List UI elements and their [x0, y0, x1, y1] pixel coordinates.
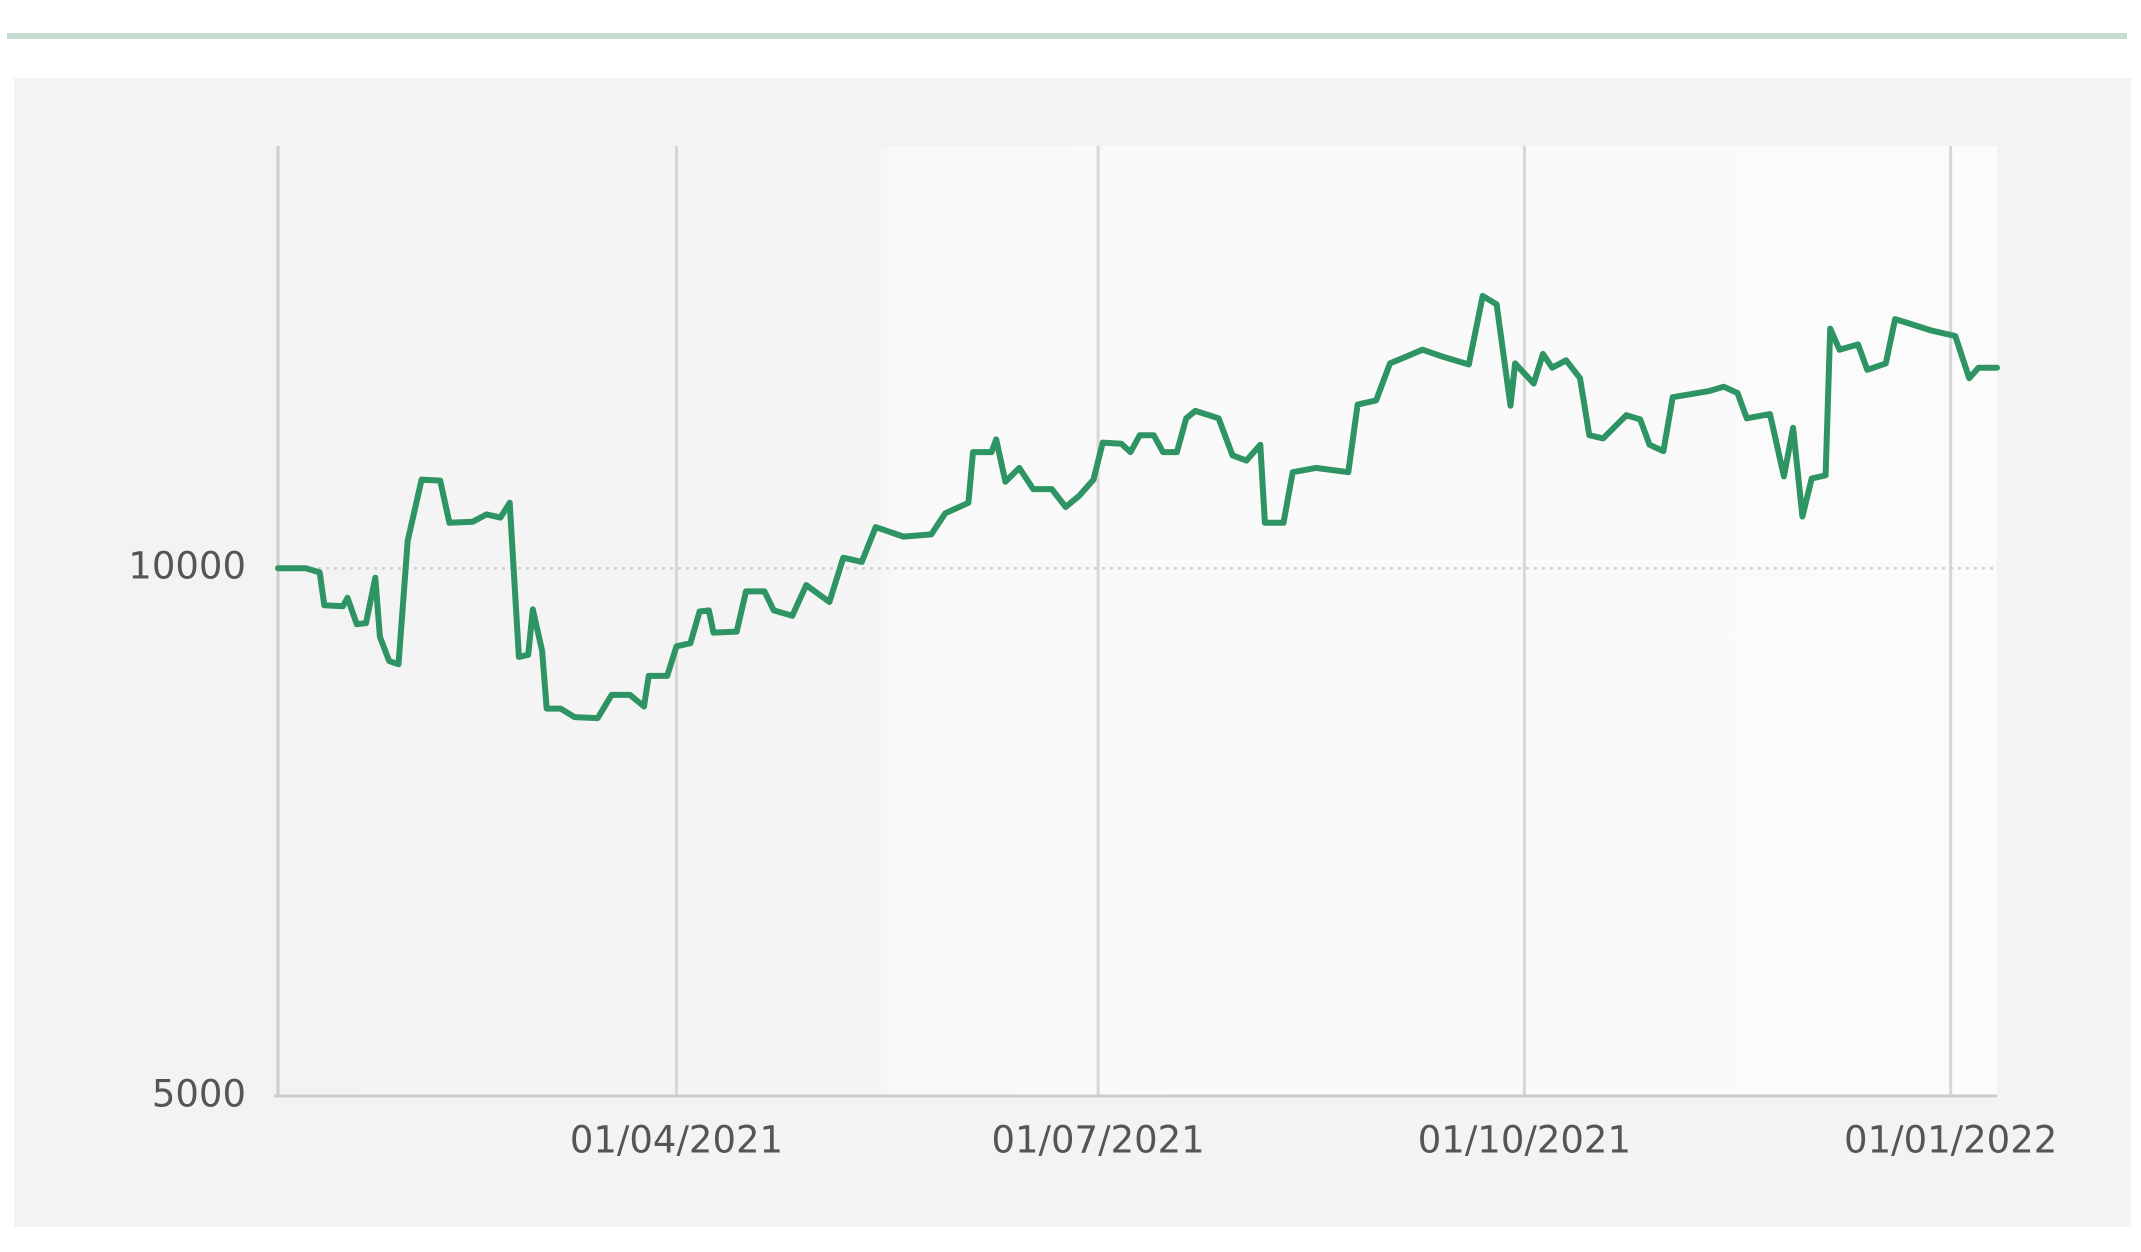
x-tick-label: 01/10/2021: [1418, 1119, 1631, 1162]
x-tick-label: 01/01/2022: [1844, 1119, 2057, 1162]
plot-area: [278, 146, 1997, 1096]
chart-layer: 01/04/2021 01/07/2021 01/10/2021 01/01/2022…: [128, 146, 2057, 1162]
data-line: [275, 292, 2000, 722]
x-tick-label: 01/04/2021: [570, 1119, 783, 1162]
y-tick-label: 10000: [128, 545, 246, 588]
x-tick-label: 01/07/2021: [991, 1119, 1204, 1162]
header-rule: [7, 33, 2127, 39]
y-tick-label: 5000: [152, 1073, 246, 1116]
